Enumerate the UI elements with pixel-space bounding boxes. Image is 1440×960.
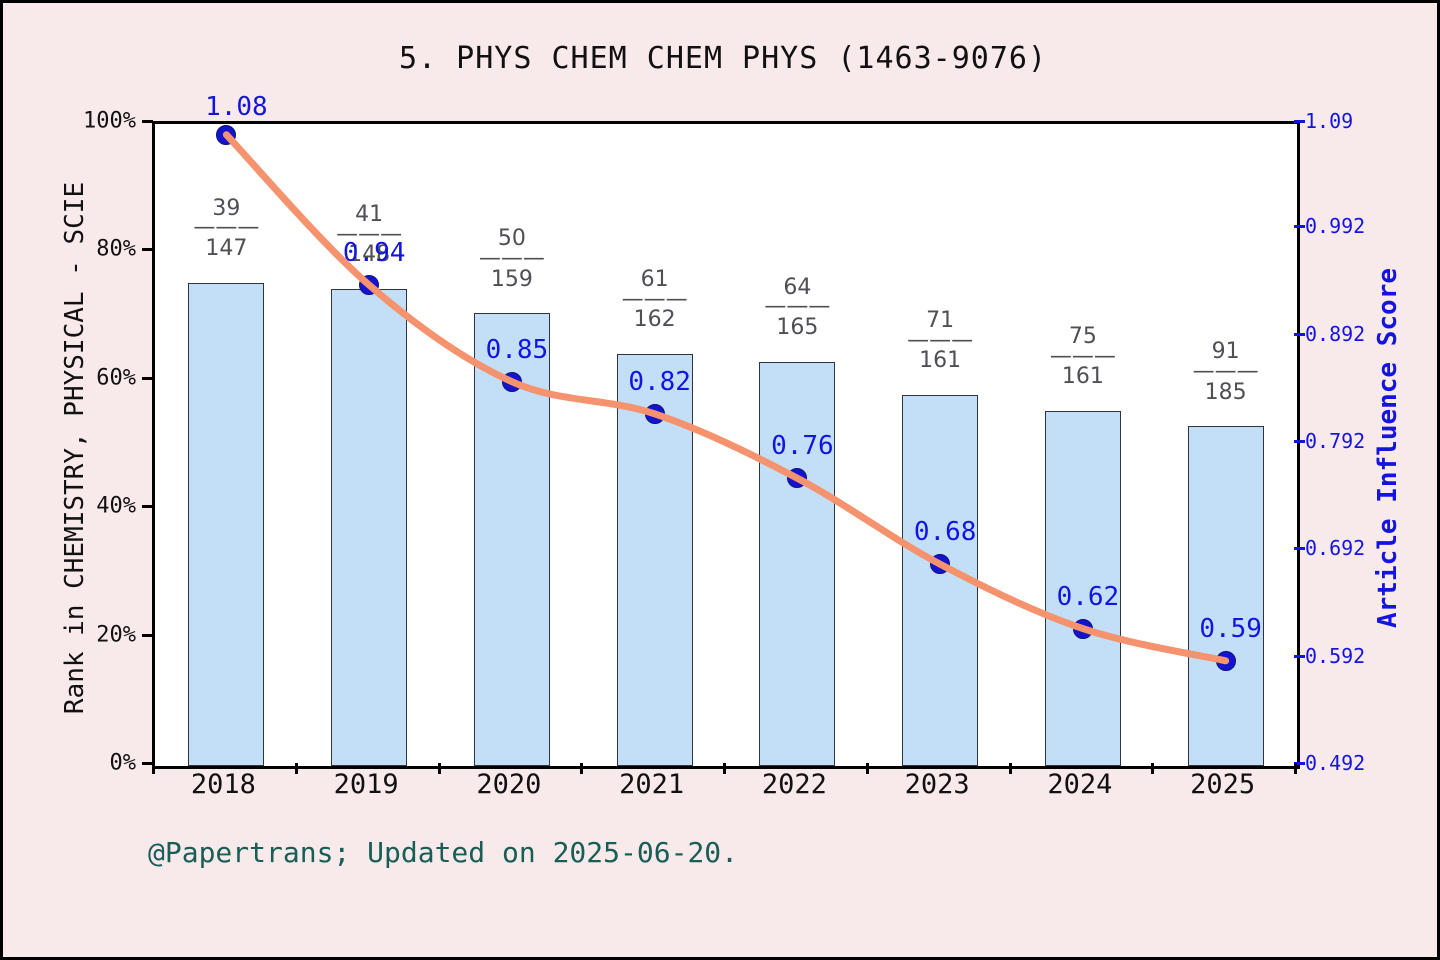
x-axis-tick-mark bbox=[580, 763, 584, 774]
y-axis-left-tick-mark bbox=[142, 505, 153, 509]
rank-fraction-label: 64 ——— 165 bbox=[737, 274, 857, 340]
y-axis-right-tick-label: 0.492 bbox=[1305, 751, 1366, 775]
y-axis-right-tick-label: 0.992 bbox=[1305, 214, 1366, 239]
y-axis-right-tick-mark bbox=[1294, 225, 1305, 229]
fraction-denominator: 159 bbox=[490, 266, 533, 292]
fraction-numerator: 50 bbox=[497, 226, 526, 252]
rank-fraction-label: 50 ——— 159 bbox=[452, 227, 572, 291]
rank-fraction-label: 61 ——— 162 bbox=[595, 268, 715, 332]
fraction-denominator: 185 bbox=[1204, 379, 1247, 405]
x-axis-tick-label: 2023 bbox=[904, 769, 970, 800]
fraction-rule: ——— bbox=[193, 215, 260, 241]
fraction-rule: ——— bbox=[478, 246, 545, 272]
rank-fraction-label: 41 ——— 148 bbox=[309, 203, 429, 267]
fraction-denominator: 161 bbox=[919, 348, 962, 374]
fraction-rule: ——— bbox=[621, 286, 688, 312]
y-axis-right-tick-mark bbox=[1294, 120, 1305, 123]
fraction-denominator: 162 bbox=[633, 307, 676, 333]
influence-score-label: 1.08 bbox=[205, 91, 268, 122]
x-axis-tick-label: 2019 bbox=[333, 769, 399, 800]
y-axis-right-tick-mark bbox=[1294, 547, 1305, 551]
x-axis-tick-mark bbox=[152, 763, 155, 774]
rank-bar bbox=[188, 282, 265, 766]
y-axis-right-tick-label: 0.892 bbox=[1305, 321, 1366, 346]
fraction-rule: ——— bbox=[1049, 343, 1116, 369]
fraction-rule: ——— bbox=[336, 221, 403, 247]
page-title: 5. PHYS CHEM CHEM PHYS (1463-9076) bbox=[398, 41, 1048, 76]
y-axis-right-tick-label: 0.692 bbox=[1305, 536, 1366, 561]
x-axis-tick-mark bbox=[1294, 763, 1297, 774]
x-axis-tick-mark bbox=[1008, 763, 1012, 774]
fraction-numerator: 41 bbox=[355, 201, 384, 227]
y-axis-right-tick-mark bbox=[1294, 762, 1305, 765]
fraction-numerator: 71 bbox=[926, 307, 955, 333]
y-axis-right-tick-mark bbox=[1294, 332, 1305, 336]
x-axis-tick-label: 2025 bbox=[1190, 769, 1256, 800]
rank-bar bbox=[759, 361, 836, 766]
fraction-denominator: 147 bbox=[205, 235, 248, 261]
fraction-numerator: 64 bbox=[783, 274, 812, 300]
influence-score-label: 0.76 bbox=[771, 431, 834, 462]
y-axis-left-tick-label: 80% bbox=[96, 236, 136, 262]
rank-fraction-label: 75 ——— 161 bbox=[1023, 325, 1143, 389]
x-axis-tick-mark bbox=[723, 763, 726, 774]
influence-score-line bbox=[222, 131, 1230, 665]
influence-score-label: 0.68 bbox=[913, 517, 977, 548]
plot-inner: 39 ——— 147 41 ——— 148 50 ——— 159 61 ——— 162 64 ——— 165… bbox=[155, 92, 1297, 766]
y-axis-left-tick-label: 40% bbox=[96, 493, 136, 519]
fraction-rule: ——— bbox=[764, 294, 831, 320]
influence-score-label: 0.85 bbox=[485, 334, 549, 365]
fraction-rule: ——— bbox=[1192, 359, 1259, 385]
fraction-numerator: 39 bbox=[212, 195, 241, 221]
influence-score-label: 0.82 bbox=[628, 366, 691, 397]
x-axis-tick-label: 2024 bbox=[1047, 769, 1113, 800]
rank-bar bbox=[331, 288, 408, 766]
rank-fraction-label: 39 ——— 147 bbox=[166, 195, 286, 261]
fraction-numerator: 75 bbox=[1068, 323, 1097, 349]
influence-score-label: 0.62 bbox=[1056, 581, 1120, 612]
y-axis-right-tick-label: 0.592 bbox=[1305, 643, 1366, 668]
y-axis-left-tick-mark bbox=[142, 762, 153, 765]
fraction-denominator: 148 bbox=[348, 242, 391, 268]
y-axis-left-tick-label: 0% bbox=[109, 750, 137, 776]
fraction-rule: ——— bbox=[907, 327, 974, 353]
fraction-numerator: 91 bbox=[1211, 339, 1240, 365]
influence-score-label: 0.94 bbox=[342, 238, 406, 269]
y-axis-right-tick-label: 1.09 bbox=[1305, 109, 1354, 133]
y-axis-left-tick-label: 20% bbox=[96, 622, 136, 648]
y-axis-left-tick-mark bbox=[142, 248, 153, 252]
rank-fraction-label: 91 ——— 185 bbox=[1166, 340, 1286, 404]
y-axis-right-tick-mark bbox=[1294, 654, 1305, 658]
x-axis-tick-mark bbox=[865, 763, 869, 774]
fraction-denominator: 165 bbox=[776, 314, 819, 340]
y-axis-left-title: Rank in CHEMISTRY, PHYSICAL - SCIE bbox=[60, 181, 90, 715]
y-axis-right-tick-label: 0.792 bbox=[1305, 428, 1366, 453]
x-axis-tick-mark bbox=[1151, 763, 1155, 774]
y-axis-left-tick-label: 100% bbox=[83, 108, 136, 134]
y-axis-left-tick-mark bbox=[142, 120, 153, 123]
fraction-numerator: 61 bbox=[640, 266, 669, 292]
x-axis-tick-label: 2018 bbox=[190, 769, 256, 800]
footer-credit: @Papertrans; Updated on 2025-06-20. bbox=[148, 836, 739, 869]
rank-bar bbox=[1044, 410, 1121, 766]
x-axis-tick-mark bbox=[294, 763, 298, 774]
rank-fraction-label: 71 ——— 161 bbox=[880, 309, 1000, 373]
influence-score-label: 0.59 bbox=[1199, 613, 1262, 644]
y-axis-left-tick-mark bbox=[142, 376, 153, 380]
x-axis-tick-label: 2021 bbox=[619, 769, 685, 800]
y-axis-left-tick-label: 60% bbox=[96, 365, 136, 391]
fraction-denominator: 161 bbox=[1061, 364, 1104, 390]
x-axis-tick-mark bbox=[437, 763, 441, 774]
y-axis-right-tick-mark bbox=[1294, 439, 1305, 443]
y-axis-left-tick-mark bbox=[142, 633, 153, 637]
x-axis-tick-label: 2020 bbox=[476, 769, 542, 800]
rank-bar bbox=[1187, 426, 1264, 766]
plot-area: 39 ——— 147 41 ——— 148 50 ——— 159 61 ——— 162 64 ——— 165… bbox=[152, 92, 1300, 769]
x-axis-tick-label: 2022 bbox=[761, 769, 827, 800]
